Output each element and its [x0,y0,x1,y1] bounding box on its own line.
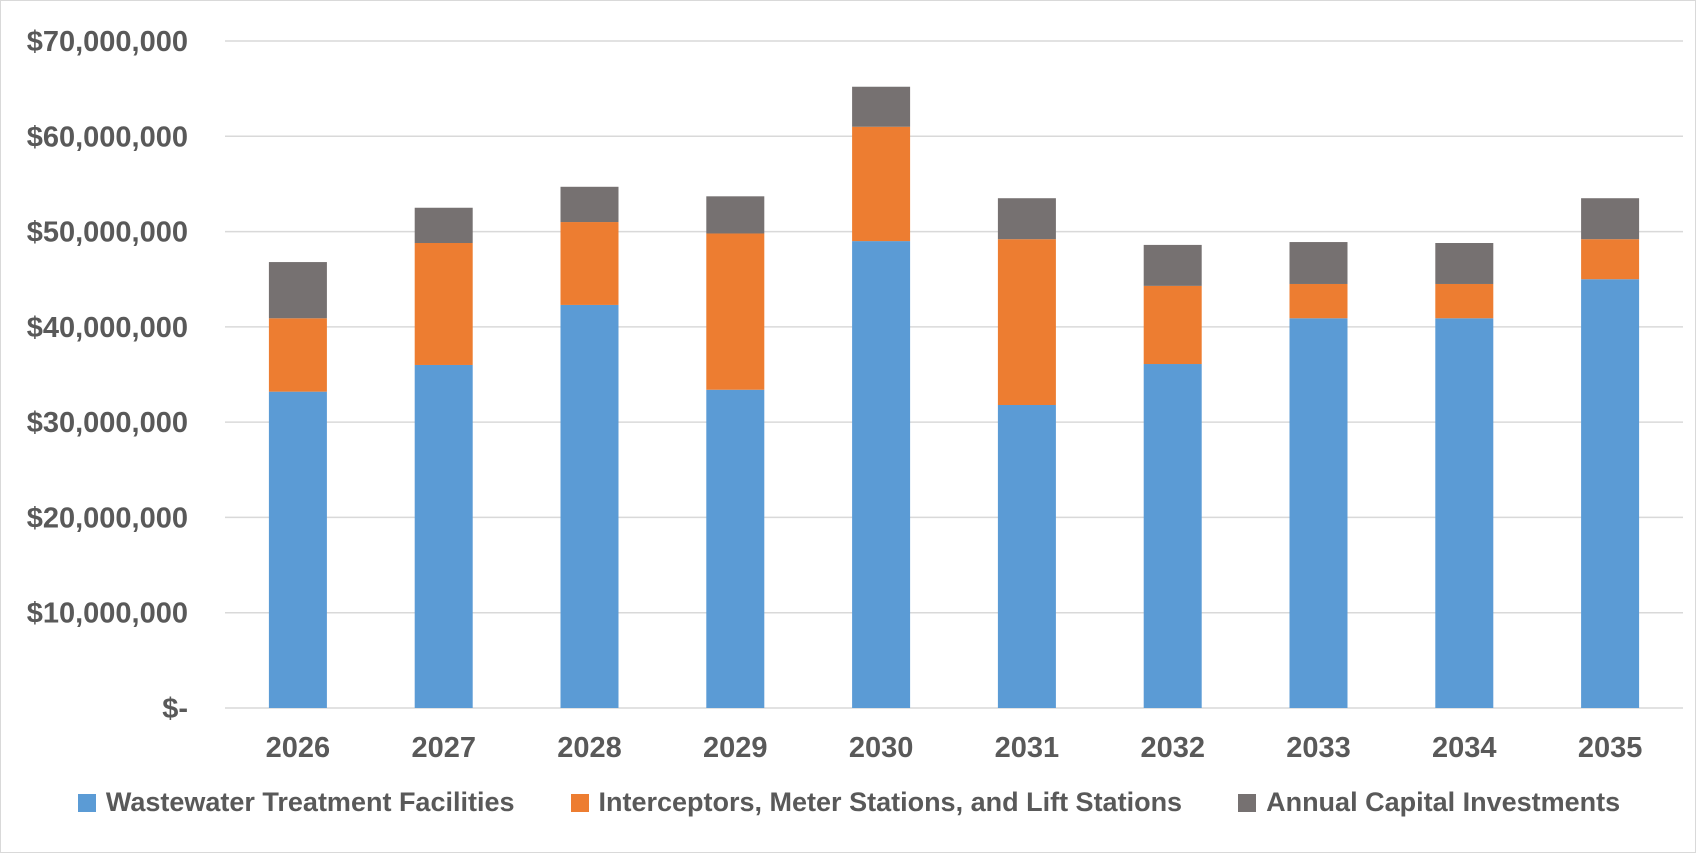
y-tick-label: $70,000,000 [27,26,188,58]
y-tick-label: $10,000,000 [27,598,188,630]
bar-wastewater-2028 [560,304,619,708]
bar-wastewater-2029 [706,389,765,708]
legend-swatch-capital [1238,793,1257,812]
y-tick-label: $30,000,000 [27,407,188,439]
x-tick-label: 2034 [1432,732,1497,764]
x-tick-label: 2031 [995,732,1060,764]
bar-wastewater-2032 [1143,364,1202,708]
bar-capital-2035 [1581,198,1640,240]
y-tick-label: $50,000,000 [27,217,188,249]
legend-label-wastewater: Wastewater Treatment Facilities [105,787,515,817]
bar-interceptors-2031 [997,239,1056,405]
x-axis-tick-labels: 2026 2027 2028 2029 2030 2031 2032 2033 2034 2035 [266,732,1643,764]
y-tick-label: $- [162,693,188,725]
legend-swatch-interceptors [570,793,589,812]
bar-interceptors-2032 [1143,285,1202,365]
x-tick-label: 2032 [1140,732,1205,764]
bar-wastewater-2035 [1581,279,1640,708]
bar-wastewater-2030 [852,241,911,708]
bar-wastewater-2027 [414,364,473,708]
legend-item-interceptors: Interceptors, Meter Stations, and Lift S… [570,787,1183,818]
bar-capital-2029 [706,196,765,234]
bar-interceptors-2026 [268,318,327,392]
bar-interceptors-2028 [560,222,619,305]
bar-capital-2032 [1143,244,1202,286]
legend-item-capital: Annual Capital Investments [1238,787,1620,818]
y-tick-label: $60,000,000 [27,121,188,153]
bar-wastewater-2026 [268,391,327,708]
x-tick-label: 2027 [411,732,476,764]
legend: Wastewater Treatment Facilities Intercep… [0,787,1698,818]
x-tick-label: 2029 [703,732,768,764]
legend-swatch-wastewater [77,793,96,812]
legend-item-wastewater: Wastewater Treatment Facilities [77,787,515,818]
bar-interceptors-2034 [1435,283,1494,319]
bar-wastewater-2034 [1435,318,1494,708]
y-tick-label: $20,000,000 [27,502,188,534]
bar-capital-2034 [1435,243,1494,284]
bar-series [268,86,1640,708]
y-axis-tick-labels: $- $10,000,000 $20,000,000 $30,000,000 $40,0… [27,26,188,725]
bar-interceptors-2029 [706,233,765,390]
bar-capital-2028 [560,186,619,223]
legend-label-capital: Annual Capital Investments [1266,787,1621,817]
bar-interceptors-2030 [852,126,911,242]
x-tick-label: 2035 [1578,732,1643,764]
bar-interceptors-2033 [1289,283,1348,319]
legend-label-interceptors: Interceptors, Meter Stations, and Lift S… [598,787,1183,817]
y-tick-label: $40,000,000 [27,312,188,344]
bar-wastewater-2033 [1289,318,1348,708]
x-tick-label: 2033 [1286,732,1351,764]
x-tick-label: 2030 [849,732,914,764]
x-tick-label: 2026 [266,732,331,764]
bar-wastewater-2031 [997,404,1056,708]
bar-interceptors-2035 [1581,239,1640,280]
bar-capital-2027 [414,207,473,244]
bar-capital-2033 [1289,242,1348,284]
bar-interceptors-2027 [414,243,473,365]
bar-capital-2030 [852,86,911,127]
bar-capital-2031 [997,198,1056,240]
x-tick-label: 2028 [557,732,622,764]
bar-capital-2026 [268,262,327,319]
